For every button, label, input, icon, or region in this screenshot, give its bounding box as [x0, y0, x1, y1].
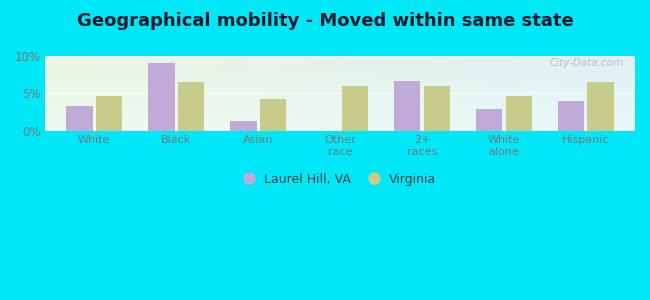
- Bar: [66, 106, 93, 131]
- Bar: [588, 82, 614, 131]
- Bar: [394, 81, 421, 131]
- Text: City-Data.com: City-Data.com: [549, 58, 623, 68]
- Bar: [178, 82, 204, 131]
- Legend: Laurel Hill, VA, Virginia: Laurel Hill, VA, Virginia: [237, 167, 443, 193]
- Text: Geographical mobility - Moved within same state: Geographical mobility - Moved within sam…: [77, 12, 573, 30]
- Bar: [476, 109, 502, 131]
- Bar: [260, 99, 286, 131]
- Bar: [558, 101, 584, 131]
- Bar: [96, 96, 122, 131]
- Bar: [424, 86, 450, 131]
- Bar: [342, 86, 368, 131]
- Bar: [506, 96, 532, 131]
- Bar: [148, 64, 175, 131]
- Bar: [230, 121, 257, 131]
